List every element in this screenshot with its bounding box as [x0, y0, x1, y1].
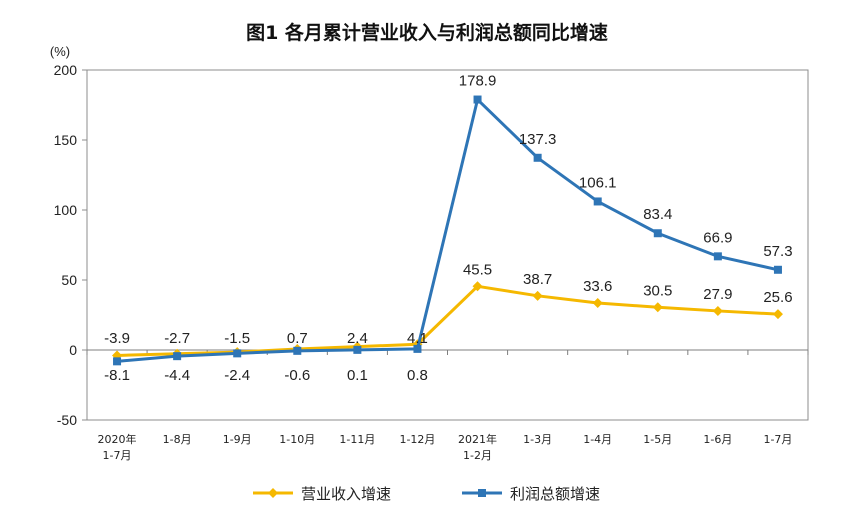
data-label-revenue: 0.7 [287, 330, 308, 347]
data-label-revenue: -3.9 [104, 330, 130, 347]
data-label-profit: 178.9 [459, 73, 497, 90]
y-tick-label: 100 [54, 202, 78, 218]
data-label-revenue: 38.7 [523, 271, 552, 288]
data-label-profit: 137.3 [519, 131, 557, 148]
legend-marker-revenue [268, 488, 278, 498]
data-label-profit: -0.6 [284, 367, 310, 384]
data-label-revenue: 27.9 [703, 286, 732, 303]
data-point-profit [413, 344, 422, 353]
data-label-revenue: -2.7 [164, 330, 190, 347]
data-point-revenue [652, 302, 663, 313]
data-point-revenue [472, 281, 483, 292]
data-point-revenue [532, 290, 543, 301]
data-point-profit [713, 252, 722, 261]
x-tick-label: 1-3月 [523, 433, 552, 446]
data-point-revenue [772, 309, 783, 320]
data-label-profit: -4.4 [164, 367, 190, 384]
y-tick-label: 0 [69, 342, 77, 358]
data-label-profit: 83.4 [643, 206, 672, 223]
plot-area-frame [86, 69, 809, 421]
x-tick-label: 1-10月 [279, 433, 315, 446]
x-tick-label: 1-6月 [703, 433, 732, 446]
data-label-profit: 0.1 [347, 367, 368, 384]
data-label-revenue: 33.6 [583, 278, 612, 295]
x-tick-label: 1-9月 [223, 433, 252, 446]
data-point-profit [653, 229, 662, 238]
x-tick-label: 1-7月 [103, 449, 132, 462]
data-point-revenue [592, 297, 603, 308]
y-axis-unit: (%) [50, 44, 70, 59]
data-point-profit [233, 349, 242, 358]
x-tick-label: 1-8月 [163, 433, 192, 446]
y-tick-label: -50 [57, 412, 77, 428]
data-point-profit [473, 95, 482, 104]
x-tick-label: 1-2月 [463, 449, 492, 462]
data-label-revenue: 4.1 [407, 330, 428, 347]
x-tick-label: 1-12月 [399, 433, 435, 446]
data-point-profit [773, 265, 782, 274]
data-point-revenue [712, 305, 723, 316]
data-label-revenue: 25.6 [763, 289, 792, 306]
data-label-revenue: 2.4 [347, 330, 368, 347]
data-label-profit: 0.8 [407, 367, 428, 384]
data-point-profit [113, 357, 122, 366]
x-tick-label: 1-5月 [643, 433, 672, 446]
data-label-revenue: -1.5 [224, 330, 250, 347]
series-line-revenue [116, 284, 779, 357]
series-line-profit [116, 98, 779, 363]
data-point-profit [533, 153, 542, 162]
x-tick-label: 1-4月 [583, 433, 612, 446]
x-tick-label: 1-11月 [339, 433, 375, 446]
data-point-profit [293, 346, 302, 355]
data-label-revenue: 30.5 [643, 282, 672, 299]
data-label-profit: 66.9 [703, 229, 732, 246]
data-label-profit: 106.1 [579, 174, 617, 191]
y-tick-label: 200 [54, 62, 78, 78]
data-label-profit: -2.4 [224, 367, 250, 384]
x-tick-label: 1-7月 [763, 433, 792, 446]
data-point-profit [353, 345, 362, 354]
legend-label-profit: 利润总额增速 [510, 485, 600, 503]
data-label-profit: 57.3 [763, 243, 792, 260]
x-tick-label: 2021年 [458, 432, 497, 446]
x-tick-label: 2020年 [98, 432, 137, 446]
chart-title: 图1 各月累计营业收入与利润总额同比增速 [246, 22, 608, 44]
y-tick-label: 150 [54, 132, 78, 148]
data-point-profit [173, 352, 182, 361]
data-label-profit: -8.1 [104, 367, 130, 384]
data-point-profit [593, 197, 602, 206]
legend-marker-profit [478, 489, 486, 497]
data-label-revenue: 45.5 [463, 261, 492, 278]
y-tick-label: 50 [61, 272, 77, 288]
legend-label-revenue: 营业收入增速 [301, 485, 391, 503]
